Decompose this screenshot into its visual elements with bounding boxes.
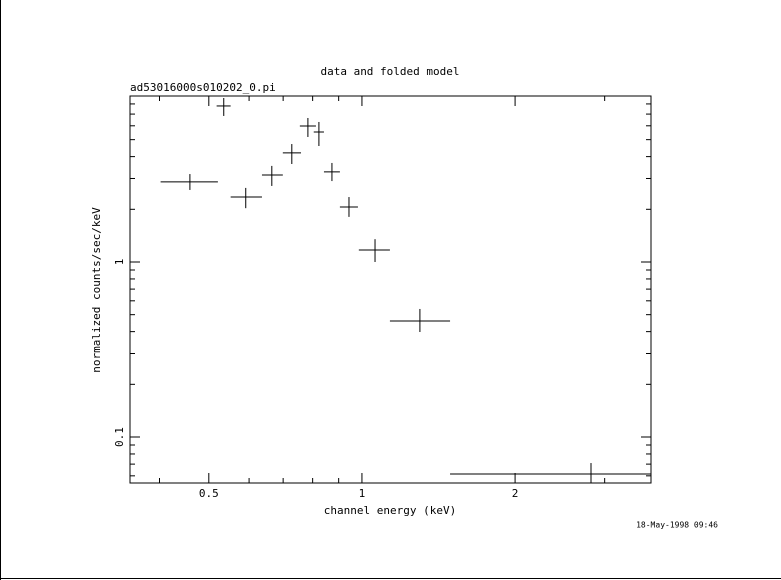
y-tick-label: 1: [113, 259, 126, 266]
x-tick-label: 0.5: [199, 487, 219, 500]
chart-subtitle: ad53016000s010202_0.pi: [130, 81, 276, 94]
x-axis-label: channel energy (keV): [324, 504, 456, 517]
y-axis-label: normalized counts/sec/keV: [90, 207, 103, 373]
x-tick-label: 2: [512, 487, 519, 500]
x-tick-label: 1: [359, 487, 366, 500]
y-tick-label: 0.1: [113, 427, 126, 447]
chart-title: data and folded model: [320, 65, 459, 78]
timestamp: 18-May-1998 09:46: [636, 521, 718, 530]
